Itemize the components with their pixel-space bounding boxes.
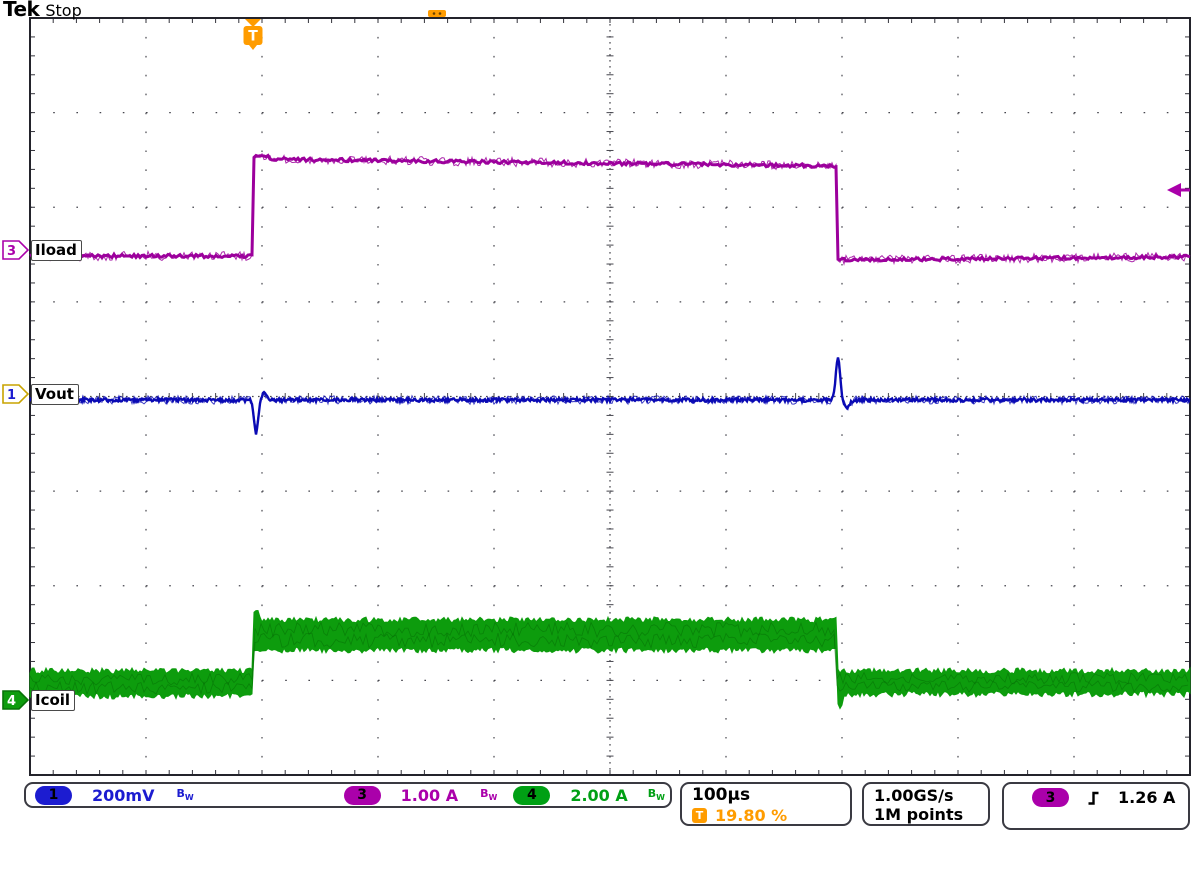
ch3-badge: 3 (343, 785, 381, 805)
status-bar: Tek Stop (3, 0, 82, 21)
graticule-border (29, 17, 1191, 776)
icoil-trace (29, 609, 1191, 710)
bw-letter: B (176, 786, 185, 800)
tek-logo: Tek (3, 0, 40, 21)
horizontal-readout-box: 100µs T 19.80 % (680, 782, 852, 826)
ch1-bandwidth-limit-icon: BW (176, 788, 193, 802)
channel1-ground-marker (2, 384, 30, 404)
channel1-label-vout: Vout (31, 384, 79, 405)
bw-sub: W (184, 793, 194, 803)
ch4-scale-readout: 2.00 A (570, 785, 628, 805)
ch4-badge: 4 (513, 785, 551, 805)
channel4-ground-marker (2, 690, 30, 710)
bw-sub: W (656, 793, 665, 803)
trigger-position-flag (243, 26, 263, 45)
ch4-bandwidth-limit-icon: BW (648, 788, 665, 802)
trigger-readout-box: 3 1.26 A (1002, 782, 1190, 830)
icoil-ripple-texture (29, 621, 1189, 686)
iload-trace (29, 153, 1191, 263)
channel-marker-number: 1 (7, 388, 16, 403)
rising-edge-icon (1088, 791, 1099, 805)
trigger-position-arrow-icon (245, 19, 261, 27)
channel-marker-number: 4 (7, 694, 16, 709)
icoil-ripple-texture (29, 631, 1189, 696)
channel3-label-iload: Iload (31, 240, 82, 261)
bw-letter: B (647, 786, 657, 800)
sample-rate: 1.00GS/s (874, 786, 954, 805)
trigger-source-badge: 3 (1032, 788, 1069, 807)
trigger-flag-letter: T (248, 29, 258, 45)
channel-marker-number: 3 (7, 244, 16, 259)
ch1-badge: 1 (35, 785, 72, 805)
acquisition-readout-box: 1.00GS/s 1M points (862, 782, 990, 826)
ch1-scale-readout: 200mV (92, 785, 155, 805)
trigger-t-icon: T (692, 808, 707, 823)
channel4-label-icoil: Icoil (31, 690, 76, 711)
record-length: 1M points (874, 805, 964, 824)
channel-scale-readout-box: 1 200mV BW 3 1.00 A BW 4 2.00 A BW (24, 782, 672, 808)
trigger-level: 1.26 A (1118, 788, 1176, 807)
expansion-point-marker (428, 10, 446, 17)
trigger-position-percent: 19.80 % (715, 806, 788, 825)
trigger-level-arrow-icon (1167, 183, 1181, 197)
vout-trace (28, 357, 1191, 435)
acquisition-status: Stop (45, 1, 82, 20)
channel3-ground-marker (2, 240, 30, 260)
bw-sub: W (488, 793, 498, 803)
ch3-bandwidth-limit-icon: BW (480, 788, 497, 802)
bw-letter: B (480, 786, 489, 800)
timebase-scale: 100µs (692, 785, 751, 805)
trigger-position-row: T 19.80 % (692, 806, 840, 825)
ch3-scale-readout: 1.00 A (400, 785, 459, 805)
